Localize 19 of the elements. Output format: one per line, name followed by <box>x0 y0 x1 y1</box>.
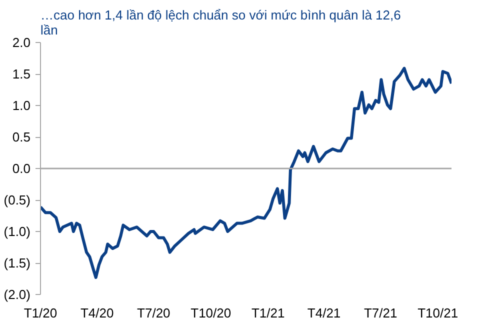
y-tick-label: (1.0) <box>4 224 31 239</box>
y-tick-label: 1.0 <box>12 98 31 113</box>
y-tick-label: 1.5 <box>12 66 31 82</box>
y-tick-label: (2.0) <box>4 287 31 302</box>
x-tick-label: T4/21 <box>307 306 341 320</box>
y-tick-label: (1.5) <box>4 256 31 270</box>
x-tick-label: T10/20 <box>190 306 232 320</box>
x-tick-label: T4/20 <box>80 306 114 320</box>
chart-title: …cao hơn 1,4 lần độ lệch chuẩn so với mức bình quân là 12,6 lần <box>40 8 401 38</box>
y-tick-label: 2.0 <box>12 35 31 50</box>
line-series <box>40 66 452 279</box>
x-tick-label: T1/21 <box>251 306 285 320</box>
x-tick-label: T7/21 <box>364 306 398 320</box>
y-tick-label: 0.0 <box>12 161 31 176</box>
x-tick-label: T1/20 <box>24 306 58 320</box>
y-tick-label: 0.5 <box>12 130 31 144</box>
y-tick-label: (0.5) <box>4 192 31 208</box>
x-tick-label: T10/21 <box>418 306 458 320</box>
x-tick-label: T7/20 <box>137 306 170 320</box>
